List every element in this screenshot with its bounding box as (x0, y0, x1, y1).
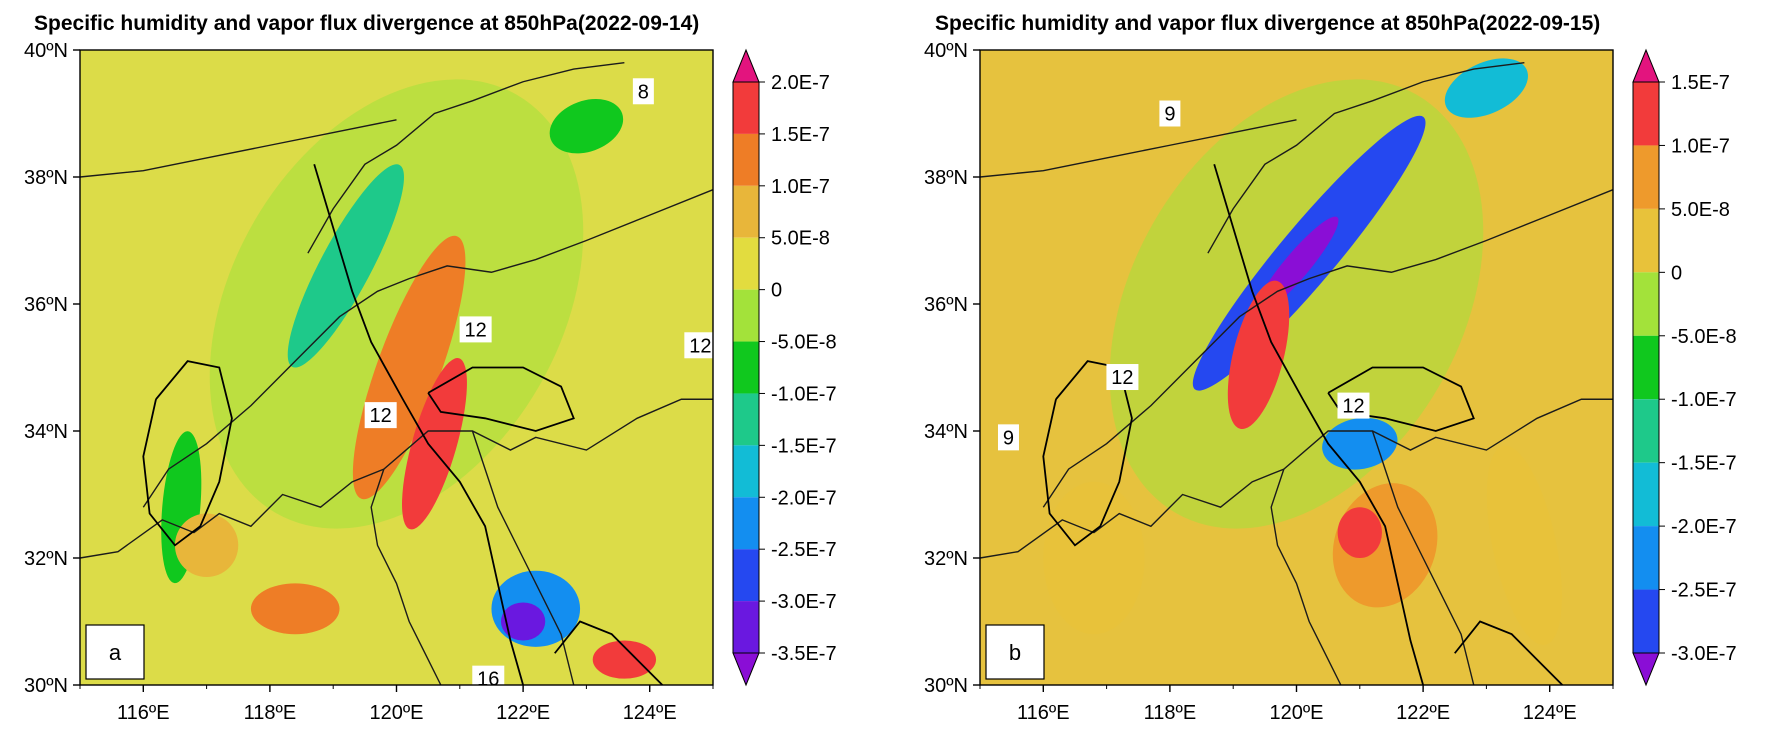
colorbar-label: 0 (771, 280, 782, 302)
chart-figure: 9 12 9 12 b 116ºE 118ºE 120ºE 122ºE 124ºE 30ºN 32ºN… (900, 0, 1772, 739)
field-blob (251, 583, 340, 634)
colorbar-label: -5.0E-8 (1671, 326, 1737, 348)
colorbar-band (1633, 145, 1659, 208)
colorbar-label: 5.0E-8 (1671, 199, 1730, 221)
contour-label: 12 (370, 405, 392, 427)
colorbar-label: -3.5E-7 (771, 643, 837, 665)
contour-label: 12 (1342, 396, 1364, 418)
x-tick-label: 120ºE (369, 702, 423, 724)
colorbar-label: -1.5E-7 (771, 435, 837, 457)
x-tick-label: 116ºE (1017, 702, 1070, 724)
y-tick-label: 36ºN (924, 294, 968, 316)
colorbar: 1.5E-7 1.0E-7 5.0E-8 0 -5.0E-8 -1.0E-7 -1.5E-7… (1633, 50, 1737, 685)
colorbar-label: -3.0E-7 (771, 591, 837, 613)
contour-label: 12 (1111, 367, 1133, 389)
colorbar-label: -1.0E-7 (1671, 389, 1737, 411)
y-tick-label: 38ºN (24, 167, 68, 189)
colorbar-label: -2.0E-7 (771, 487, 837, 509)
colorbar-cap-bottom (733, 653, 759, 685)
contour-label: 8 (638, 81, 649, 103)
colorbar-band (733, 82, 759, 134)
y-tick-label: 34ºN (24, 421, 68, 443)
colorbar-band (1633, 399, 1659, 462)
colorbar-band (1633, 526, 1659, 589)
x-tick-label: 124ºE (623, 702, 677, 724)
contour-label: 9 (1003, 427, 1014, 449)
colorbar-band (733, 445, 759, 497)
colorbar-cap-top (1633, 50, 1659, 82)
x-tick-label: 120ºE (1269, 702, 1323, 724)
colorbar-label: -2.5E-7 (771, 539, 837, 561)
colorbar: 2.0E-7 1.5E-7 1.0E-7 5.0E-8 0 -5.0E-8 -1.0E-7 -… (733, 50, 837, 685)
colorbar-band (733, 549, 759, 601)
y-tick-label: 38ºN (924, 167, 968, 189)
colorbar-label: 5.0E-8 (771, 228, 830, 250)
colorbar-label: -5.0E-8 (771, 332, 837, 354)
colorbar-band (733, 134, 759, 186)
y-tick-label: 32ºN (24, 548, 68, 570)
colorbar-label: -2.5E-7 (1671, 580, 1737, 602)
colorbar-label: -1.0E-7 (771, 383, 837, 405)
colorbar-label: -2.0E-7 (1671, 516, 1737, 538)
colorbar-band (733, 601, 759, 653)
x-tick-label: 122ºE (496, 702, 550, 724)
colorbar-label: -3.0E-7 (1671, 643, 1737, 665)
contour-label: 12 (689, 335, 711, 357)
field-blob (501, 602, 545, 640)
colorbar-label: 0 (1671, 262, 1682, 284)
colorbar-cap-top (733, 50, 759, 82)
colorbar-band (733, 290, 759, 342)
y-tick-label: 36ºN (24, 294, 68, 316)
y-tick-label: 40ºN (24, 40, 68, 62)
chart-figure: 8 12 12 12 16 a 116ºE 118ºE 120ºE 122ºE 124ºE 30ºN 3… (0, 0, 880, 739)
colorbar-band (1633, 590, 1659, 653)
colorbar-cap-bottom (1633, 653, 1659, 685)
colorbar-band (733, 393, 759, 445)
field-blob (1338, 507, 1382, 558)
colorbar-label: 1.0E-7 (771, 176, 830, 198)
colorbar-band (1633, 463, 1659, 526)
colorbar-band (733, 186, 759, 238)
y-tick-label: 30ºN (924, 675, 968, 697)
colorbar-label: 1.0E-7 (1671, 135, 1730, 157)
colorbar-band (1633, 336, 1659, 399)
colorbar-band (1633, 209, 1659, 272)
colorbar-band (1633, 82, 1659, 145)
colorbar-label: 1.5E-7 (1671, 72, 1730, 94)
colorbar-band (733, 497, 759, 549)
y-tick-label: 34ºN (924, 421, 968, 443)
x-tick-label: 122ºE (1396, 702, 1450, 724)
contour-label: 16 (477, 669, 499, 691)
panel-label: b (1009, 640, 1021, 665)
colorbar-band (733, 342, 759, 394)
contour-label: 9 (1164, 104, 1175, 126)
panel-label: a (109, 640, 122, 665)
contour-label: 12 (465, 319, 487, 341)
colorbar-band (733, 238, 759, 290)
x-tick-label: 118ºE (244, 702, 297, 724)
colorbar-band (1633, 272, 1659, 335)
x-tick-label: 116ºE (117, 702, 170, 724)
y-tick-label: 30ºN (24, 675, 68, 697)
panel-a: Specific humidity and vapor flux diverge… (0, 0, 880, 739)
field-blob (1043, 482, 1144, 634)
y-tick-label: 40ºN (924, 40, 968, 62)
x-tick-label: 118ºE (1144, 702, 1197, 724)
colorbar-label: -1.5E-7 (1671, 453, 1737, 475)
x-tick-label: 124ºE (1523, 702, 1577, 724)
y-tick-label: 32ºN (924, 548, 968, 570)
panel-b: Specific humidity and vapor flux diverge… (900, 0, 1772, 739)
colorbar-label: 1.5E-7 (771, 124, 830, 146)
colorbar-label: 2.0E-7 (771, 72, 830, 94)
